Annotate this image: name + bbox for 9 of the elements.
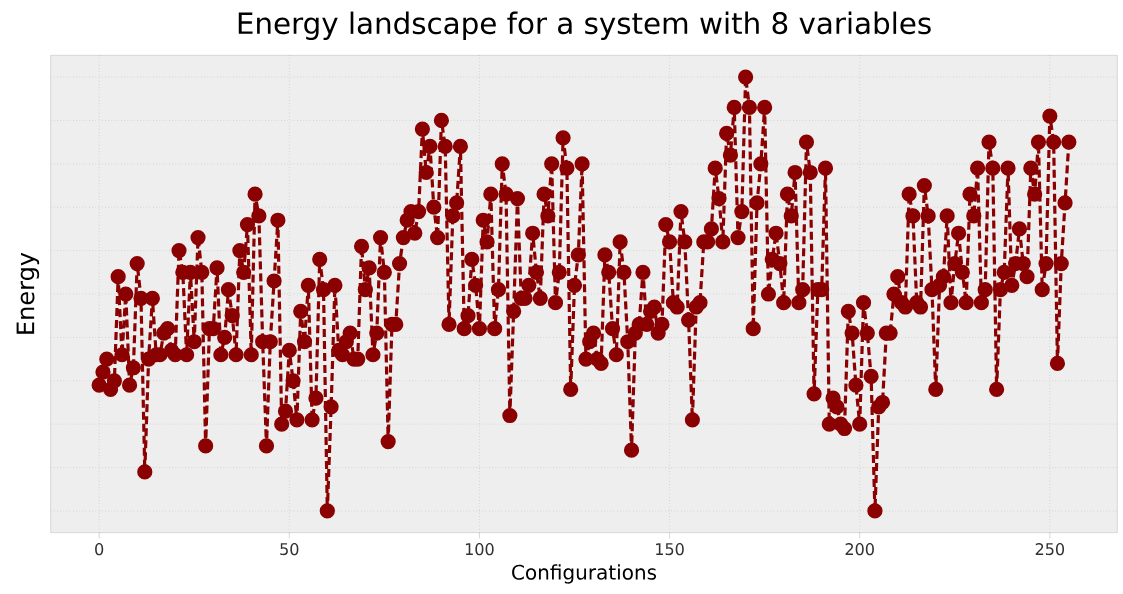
- y-axis-title: Energy: [16, 252, 40, 334]
- chart-title: Energy landscape for a system with 8 variables: [238, 11, 931, 40]
- x-tick-label: 200: [845, 543, 874, 556]
- x-tick-label: 250: [1035, 543, 1065, 556]
- x-axis-title: Configurations: [512, 564, 657, 584]
- x-tick-label: 150: [656, 543, 684, 556]
- x-tick-label: 0: [95, 543, 104, 556]
- x-tick-label: 100: [465, 543, 494, 556]
- x-tick-label: 50: [280, 543, 299, 556]
